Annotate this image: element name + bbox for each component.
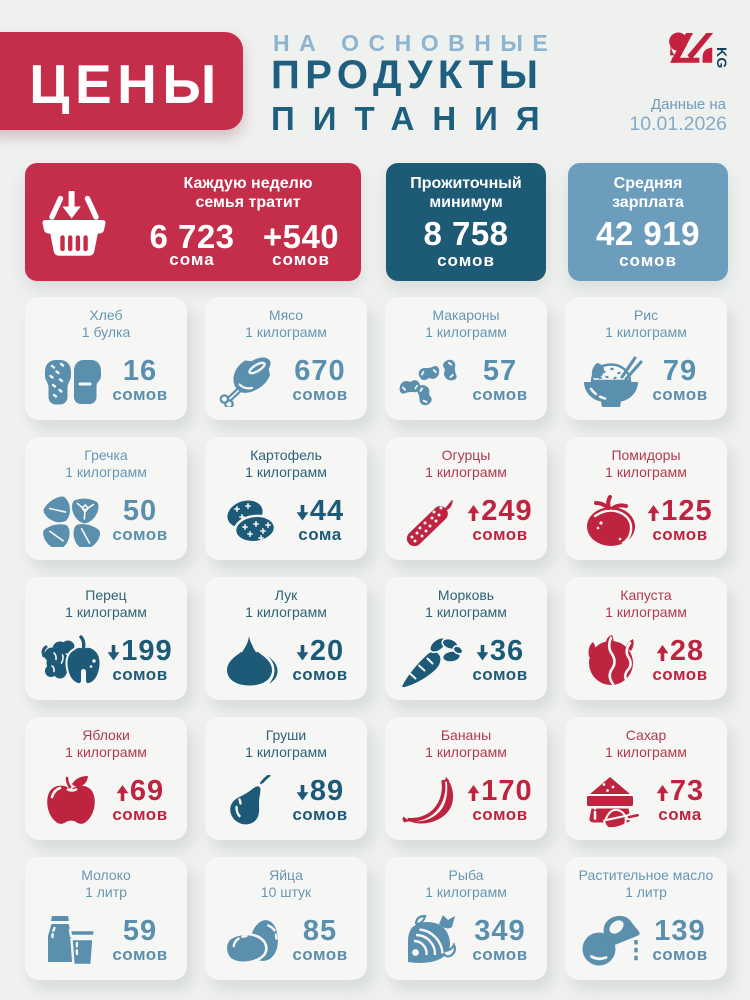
svg-text:KG: KG [714,47,729,69]
